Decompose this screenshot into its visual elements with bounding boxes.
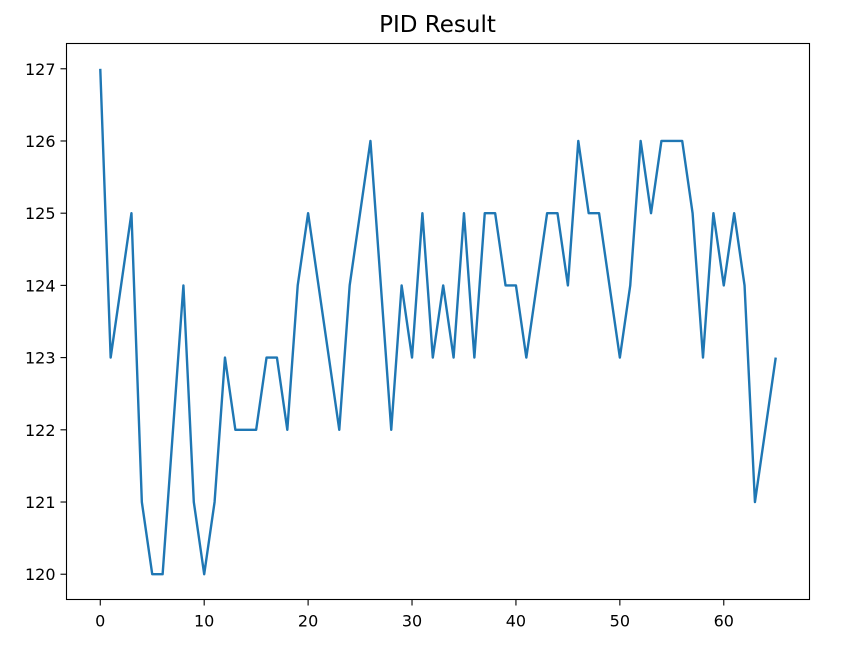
y-tick-label: 123 — [25, 349, 56, 368]
x-tick-label: 0 — [95, 612, 105, 631]
axes-frame — [65, 42, 811, 601]
y-tick-label: 122 — [25, 421, 56, 440]
x-axis: 0 10 20 30 40 50 60 — [95, 599, 734, 631]
y-tick-label: 126 — [25, 132, 56, 151]
plot-area — [99, 68, 777, 576]
y-tick-label: 121 — [25, 493, 56, 512]
y-tick-label: 127 — [25, 60, 56, 79]
y-tick-label: 120 — [25, 565, 56, 584]
x-tick-label: 60 — [714, 612, 734, 631]
chart-title: PID Result — [379, 12, 496, 38]
x-tick-label: 40 — [506, 612, 526, 631]
y-axis: 120 121 122 123 124 125 126 127 — [25, 60, 67, 584]
x-tick-label: 50 — [610, 612, 630, 631]
x-tick-label: 10 — [194, 612, 214, 631]
x-tick-label: 20 — [298, 612, 318, 631]
y-tick-label: 124 — [25, 276, 56, 295]
series-line — [99, 68, 777, 576]
y-tick-label: 125 — [25, 204, 56, 223]
x-tick-label: 30 — [402, 612, 422, 631]
